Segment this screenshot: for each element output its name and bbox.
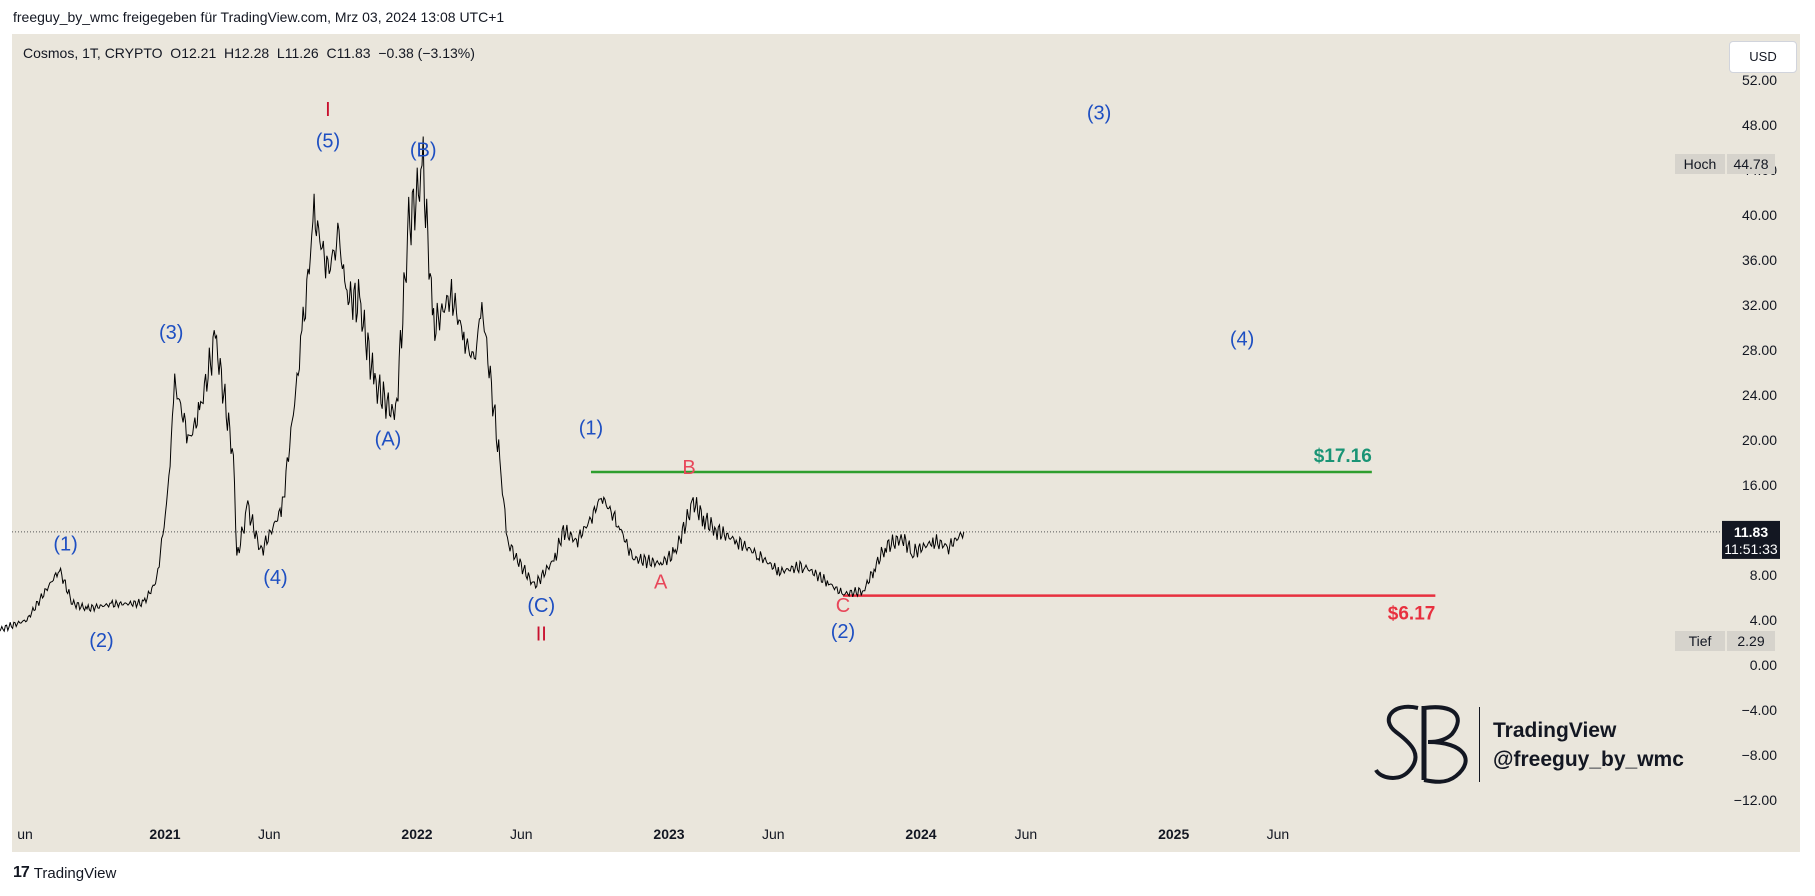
footer-brand-label: TradingView [33, 864, 117, 882]
high-marker-value-bg [1727, 154, 1775, 174]
watermark-line1: TradingView [1493, 719, 1617, 742]
wave-label: (2) [89, 630, 113, 652]
wave-label: (2) [831, 621, 855, 643]
wave-label: II [536, 623, 547, 645]
watermark-text: TradingView @freeguy_by_wmc [1493, 716, 1684, 774]
low-marker-label-bg [1675, 631, 1725, 651]
wave-label: A [654, 572, 668, 594]
y-tick-label: 20.00 [1742, 432, 1777, 448]
y-tick-label: 28.00 [1742, 342, 1777, 358]
wave-label: (5) [316, 131, 340, 153]
y-tick-label: 0.00 [1750, 657, 1777, 673]
wave-label: (1) [579, 417, 603, 439]
y-tick-label: 8.00 [1750, 567, 1777, 583]
last-price-countdown: 11:51:33 [1724, 541, 1778, 557]
x-tick-label: Jun [762, 826, 785, 842]
wave-label: (3) [159, 322, 183, 344]
wave-label: (4) [1230, 329, 1254, 351]
chart-area[interactable] [12, 34, 1800, 852]
last-price-value: 11.83 [1734, 524, 1768, 540]
axis-layer: 52.0048.0044.0040.0036.0032.0028.0024.00… [17, 72, 1780, 842]
y-tick-label: 36.00 [1742, 252, 1777, 268]
last-price-tag [1722, 520, 1780, 559]
watermark-divider [1479, 707, 1480, 782]
x-tick-label: Jun [1015, 826, 1038, 842]
level-label: $6.17 [1388, 604, 1436, 625]
wave-label: C [836, 595, 850, 617]
watermark-line2: @freeguy_by_wmc [1493, 748, 1684, 771]
high-marker-label: Hoch [1684, 156, 1717, 172]
low-marker-value: 2.29 [1737, 633, 1764, 649]
wave-label: B [682, 457, 695, 479]
high-marker-value: 44.78 [1733, 156, 1768, 172]
series-layer [0, 136, 965, 633]
footer-brand[interactable]: 17 TradingView [13, 864, 116, 882]
y-tick-label: −4.00 [1742, 702, 1778, 718]
y-tick-label: 40.00 [1742, 207, 1777, 223]
x-tick-label: Jun [258, 826, 281, 842]
wave-label: (4) [263, 567, 287, 589]
y-tick-label: 32.00 [1742, 297, 1777, 313]
x-tick-label: 2022 [401, 826, 432, 842]
y-tick-label: 52.00 [1742, 72, 1777, 88]
x-tick-label: Jun [510, 826, 533, 842]
low-marker-value-bg [1727, 631, 1775, 651]
currency-button[interactable]: USD [1729, 41, 1797, 73]
wave-label: (1) [53, 533, 77, 555]
x-tick-label: 2025 [1158, 826, 1189, 842]
level-label: $17.16 [1314, 446, 1372, 467]
y-tick-label: −8.00 [1742, 747, 1778, 763]
x-tick-label: Jun [1267, 826, 1290, 842]
symbol-legend: Cosmos, 1T, CRYPTO O12.21 H12.28 L11.26 … [23, 45, 475, 61]
wave-label: (B) [410, 140, 437, 162]
y-tick-label: 4.00 [1750, 612, 1777, 628]
publisher-line: freeguy_by_wmc freigegeben für TradingVi… [13, 9, 505, 25]
x-tick-label: un [17, 826, 33, 842]
x-tick-label: 2024 [905, 826, 936, 842]
wave-label: I [325, 99, 331, 121]
y-tick-label: 24.00 [1742, 387, 1777, 403]
watermark-logo [1372, 698, 1484, 788]
wave-label: (A) [375, 429, 402, 451]
y-tick-label: 16.00 [1742, 477, 1777, 493]
level-layer: $17.16 $6.17 [590, 446, 1436, 625]
x-tick-label: 2023 [653, 826, 684, 842]
annotation-layer: (1) (2) (3) (4) I (5) (A) (B) (C) II (1) A B C (2) (3) (… [53, 99, 1254, 652]
y-tick-label: −12.00 [1734, 792, 1777, 808]
tradingview-logo-icon: 17 [13, 864, 30, 881]
high-marker-label-bg [1675, 154, 1725, 174]
low-marker-label: Tief [1689, 633, 1712, 649]
x-tick-label: 2021 [149, 826, 180, 842]
wave-label: (C) [527, 595, 555, 617]
price-line [0, 136, 965, 633]
wave-label: (3) [1087, 102, 1111, 124]
y-tick-label: 48.00 [1742, 117, 1777, 133]
